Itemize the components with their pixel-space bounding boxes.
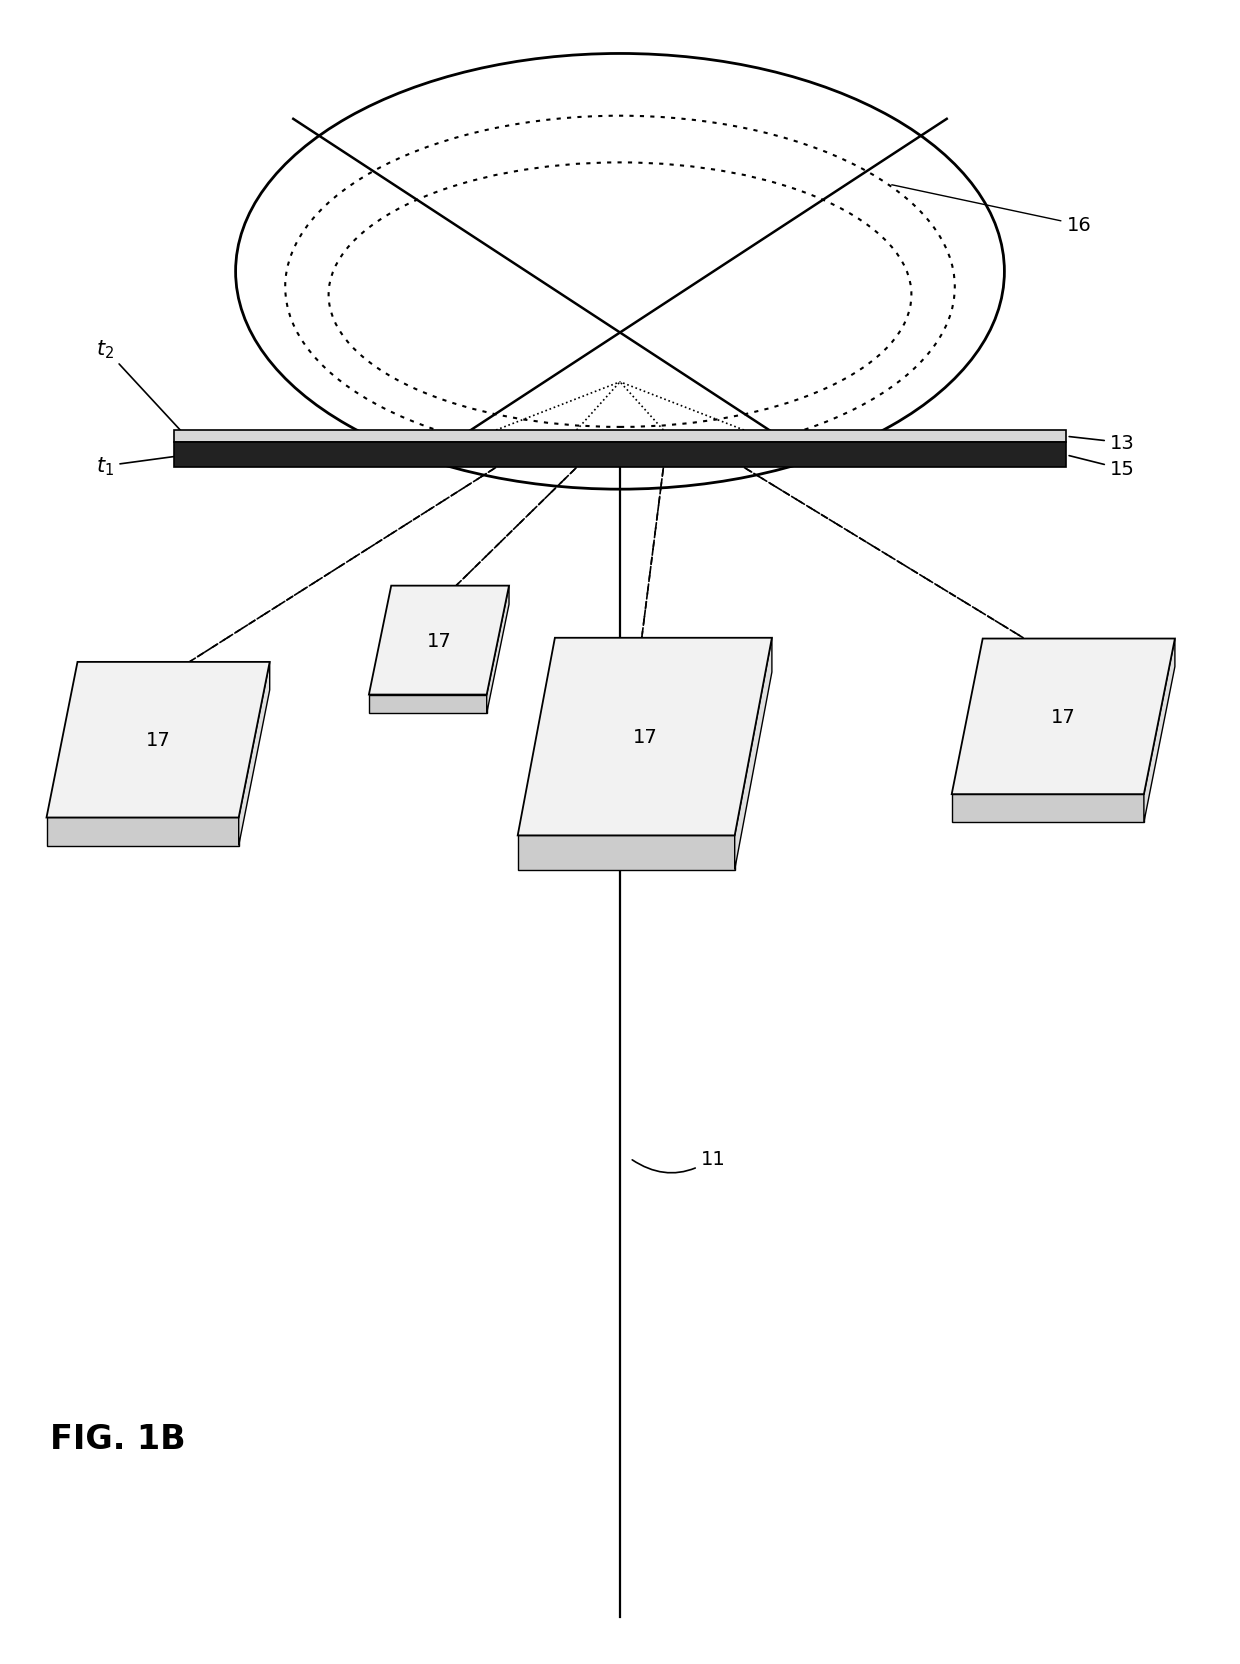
Polygon shape <box>517 835 734 870</box>
Text: 17: 17 <box>146 730 170 750</box>
Polygon shape <box>517 639 771 835</box>
Text: 17: 17 <box>1052 707 1075 727</box>
Polygon shape <box>47 819 238 845</box>
Polygon shape <box>47 662 270 819</box>
Text: 16: 16 <box>892 186 1091 235</box>
Text: 13: 13 <box>1069 434 1135 453</box>
Bar <box>174 443 1066 468</box>
Text: 15: 15 <box>1069 456 1135 479</box>
Bar <box>174 431 1066 443</box>
Polygon shape <box>370 696 486 714</box>
Text: 17: 17 <box>427 631 451 651</box>
Text: $t_1$: $t_1$ <box>97 456 184 478</box>
Text: 17: 17 <box>632 727 657 747</box>
Polygon shape <box>1145 639 1176 822</box>
Polygon shape <box>486 586 508 714</box>
Text: FIG. 1B: FIG. 1B <box>50 1423 185 1454</box>
Text: $t_2$: $t_2$ <box>97 338 184 434</box>
Polygon shape <box>952 639 1176 795</box>
Text: 11: 11 <box>632 1150 725 1173</box>
Polygon shape <box>238 662 270 845</box>
Polygon shape <box>370 586 508 696</box>
Polygon shape <box>952 795 1145 822</box>
Polygon shape <box>734 639 771 870</box>
